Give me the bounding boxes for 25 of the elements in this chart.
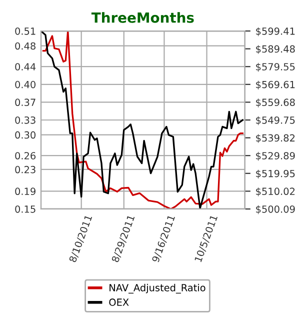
y-tick-label: 0.19 — [15, 188, 36, 196]
y2-tick-label: $500.09 — [256, 205, 295, 214]
y2-tick-label: $519.95 — [256, 170, 295, 179]
y-tick-label: 0.33 — [15, 116, 36, 124]
y-tick-label: 0.44 — [15, 63, 36, 70]
legend-label: OEX — [109, 298, 129, 306]
y-tick-label: 0.48 — [15, 42, 36, 50]
y2-tick-label: $549.75 — [256, 116, 295, 126]
y-tick-label: 0.37 — [15, 98, 36, 106]
y2-tick-label: $589.48 — [256, 45, 295, 54]
y2-tick-label: $599.41 — [256, 27, 295, 36]
y2-tick-label: $579.55 — [256, 62, 295, 72]
y2-tick-label: $569.61 — [256, 80, 295, 90]
y2-tick-label: $510.02 — [256, 187, 294, 196]
y-tick-label: 0.23 — [15, 166, 36, 174]
y2-tick-label: $529.89 — [256, 152, 295, 161]
y2-tick-label: $559.68 — [256, 98, 295, 108]
legend-label: NAV_Adjusted_Ratio — [110, 284, 206, 294]
y-tick-label: 0.26 — [15, 152, 36, 160]
y-tick-label: 0.15 — [15, 205, 36, 213]
y-tick-label: 0.30 — [15, 131, 36, 139]
y2-tick-label: $539.82 — [256, 134, 294, 143]
y-tick-label: 0.40 — [15, 80, 36, 88]
chart-title: ThreeMonths — [91, 12, 194, 23]
y-tick-label: 0.51 — [15, 27, 36, 35]
